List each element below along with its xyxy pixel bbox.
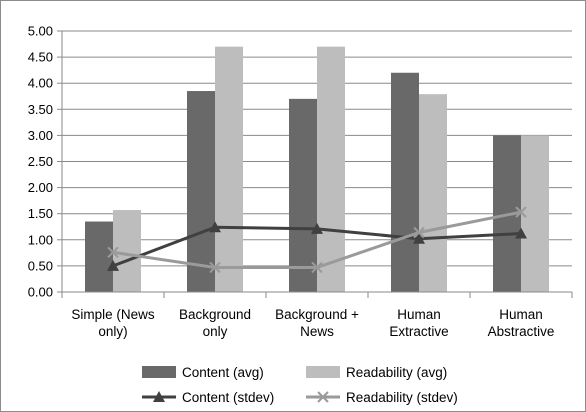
- x-category-label: Simple (News only): [71, 307, 155, 339]
- x-category-label: Human Extractive: [389, 307, 448, 339]
- legend-item: Content (avg): [142, 365, 264, 380]
- x-category-label-line: Extractive: [389, 324, 448, 339]
- y-tick-label: 2.00: [28, 180, 53, 195]
- axes: [61, 31, 573, 298]
- x-category-label-line: Human: [397, 307, 441, 322]
- bar-readability-avg: [317, 46, 345, 292]
- point-content-stdev: [413, 232, 425, 244]
- bar-readability-avg: [419, 94, 447, 292]
- y-tick-label: 4.50: [28, 50, 53, 65]
- x-category-label: Background only: [179, 307, 251, 339]
- legend: Content (avg) Readability (avg) Content (s…: [142, 365, 458, 405]
- y-tick-label: 0.00: [28, 285, 53, 300]
- legend-label: Readability (stdev): [346, 390, 458, 405]
- x-category-label-line: only): [98, 324, 127, 339]
- point-content-stdev: [209, 221, 221, 233]
- point-content-stdev: [311, 222, 323, 234]
- y-tick-label: 5.00: [28, 24, 53, 39]
- legend-swatch: [306, 366, 340, 378]
- bar-readability-avg: [215, 46, 243, 292]
- x-category-label-line: Background: [179, 307, 251, 322]
- legend-item: Content (stdev): [142, 390, 274, 405]
- y-tick-label: 1.50: [28, 206, 53, 221]
- point-readability-stdev: [311, 261, 323, 274]
- legend-marker: [153, 391, 165, 402]
- bar-content-avg: [391, 72, 419, 292]
- point-readability-stdev: [413, 226, 425, 239]
- legend-item: Readability (avg): [306, 365, 447, 380]
- y-tick-label: 3.00: [28, 128, 53, 143]
- bars: [85, 46, 549, 292]
- y-tick-label: 0.50: [28, 258, 53, 273]
- bar-readability-avg: [521, 135, 549, 292]
- x-marker-stroke: [311, 261, 323, 274]
- legend-label: Readability (avg): [346, 365, 447, 380]
- y-tick-label: 1.00: [28, 232, 53, 247]
- bar-content-avg: [289, 98, 317, 292]
- bar-content-avg: [187, 91, 215, 292]
- x-category-label-line: Simple (News: [71, 307, 155, 322]
- bar-readability-avg: [113, 210, 141, 292]
- point-content-stdev: [107, 259, 119, 271]
- x-marker-stroke: [413, 226, 425, 239]
- legend-marker: [317, 391, 329, 403]
- x-marker-stroke: [209, 261, 221, 274]
- x-category-label: Human Abstractive: [488, 307, 555, 339]
- point-content-stdev: [515, 227, 527, 239]
- y-tick-label: 4.00: [28, 76, 53, 91]
- y-tick-label: 3.50: [28, 102, 53, 117]
- point-readability-stdev: [107, 246, 119, 259]
- x-marker-stroke: [107, 246, 119, 259]
- legend-label: Content (avg): [182, 365, 264, 380]
- legend-item: Readability (stdev): [306, 390, 458, 405]
- x-category-label-line: Human: [499, 307, 543, 322]
- y-axis-ticks: 0.00 0.50 1.00 1.50 2.00 2.50 3.00 3.50 4.00 4.50…: [28, 24, 62, 300]
- legend-swatch: [142, 366, 176, 378]
- x-category-label-line: News: [300, 324, 334, 339]
- y-tick-label: 2.50: [28, 154, 53, 169]
- x-category-label-line: Abstractive: [488, 324, 555, 339]
- point-readability-stdev: [209, 261, 221, 274]
- legend-label: Content (stdev): [182, 390, 274, 405]
- x-marker-stroke: [515, 206, 527, 218]
- x-category-label-line: only: [203, 324, 228, 339]
- x-category-label: Background + News: [275, 307, 359, 339]
- stdev-lines: [107, 206, 527, 274]
- point-readability-stdev: [515, 206, 527, 218]
- x-category-label-line: Background +: [275, 307, 359, 322]
- x-axis-categories: Simple (News only)Background onlyBackgroun…: [71, 307, 554, 339]
